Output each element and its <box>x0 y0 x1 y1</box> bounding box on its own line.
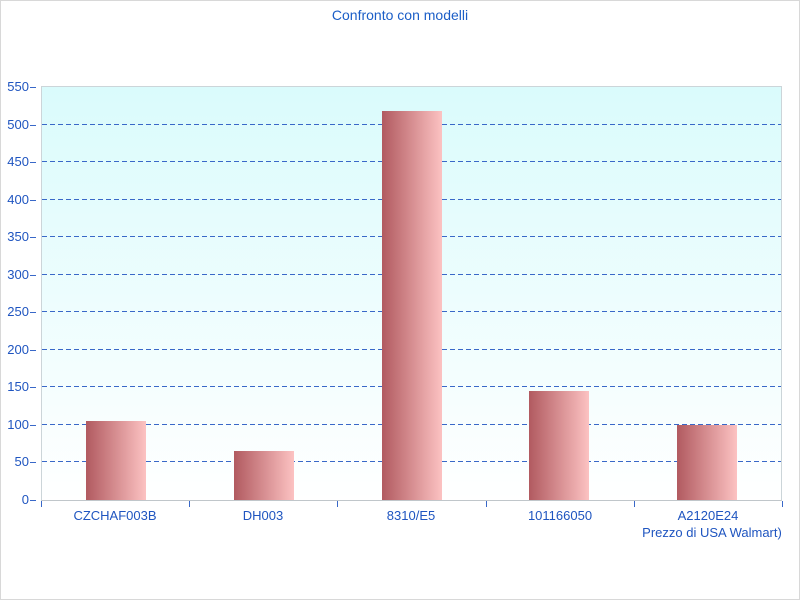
y-axis-label: 150 <box>7 379 29 394</box>
bar <box>529 391 589 500</box>
bar <box>677 425 737 500</box>
y-axis-label: 550 <box>7 79 29 94</box>
x-axis-tick <box>189 501 190 507</box>
x-axis-tick <box>41 501 42 507</box>
bar <box>86 421 146 500</box>
x-axis-tick <box>634 501 635 507</box>
bar <box>382 111 442 500</box>
x-axis-tick <box>337 501 338 507</box>
y-axis-tick <box>30 387 36 388</box>
x-axis-label: 8310/E5 <box>386 508 436 523</box>
y-axis-tick <box>30 350 36 351</box>
y-axis-label: 300 <box>7 267 29 282</box>
y-axis-tick <box>30 500 36 501</box>
y-axis-label: 450 <box>7 154 29 169</box>
y-axis-tick <box>30 162 36 163</box>
x-axis-label: DH003 <box>242 508 284 523</box>
y-axis-label: 250 <box>7 304 29 319</box>
y-axis-tick <box>30 237 36 238</box>
category-note: Prezzo di USA Walmart) <box>642 525 782 540</box>
x-axis-label: 101166050 <box>527 508 593 523</box>
y-axis-tick <box>30 275 36 276</box>
y-axis-label: 400 <box>7 192 29 207</box>
y-axis-tick <box>30 425 36 426</box>
y-axis-tick <box>30 462 36 463</box>
y-axis-label: 100 <box>7 417 29 432</box>
x-axis-label: CZCHAF003B <box>73 508 157 523</box>
chart-title: Confronto con modelli <box>331 7 469 23</box>
x-axis-tick <box>486 501 487 507</box>
y-axis-tick <box>30 200 36 201</box>
y-axis-label: 50 <box>14 454 29 469</box>
bar <box>234 451 294 500</box>
y-axis-tick <box>30 312 36 313</box>
y-axis-label: 200 <box>7 342 29 357</box>
x-axis-label: A2120E24 <box>677 508 739 523</box>
y-axis-label: 350 <box>7 229 29 244</box>
y-axis-label: 0 <box>21 492 29 507</box>
x-axis-tick <box>782 501 783 507</box>
plot-area <box>41 86 782 501</box>
y-axis-label: 500 <box>7 117 29 132</box>
y-axis-tick <box>30 125 36 126</box>
y-axis-tick <box>30 87 36 88</box>
